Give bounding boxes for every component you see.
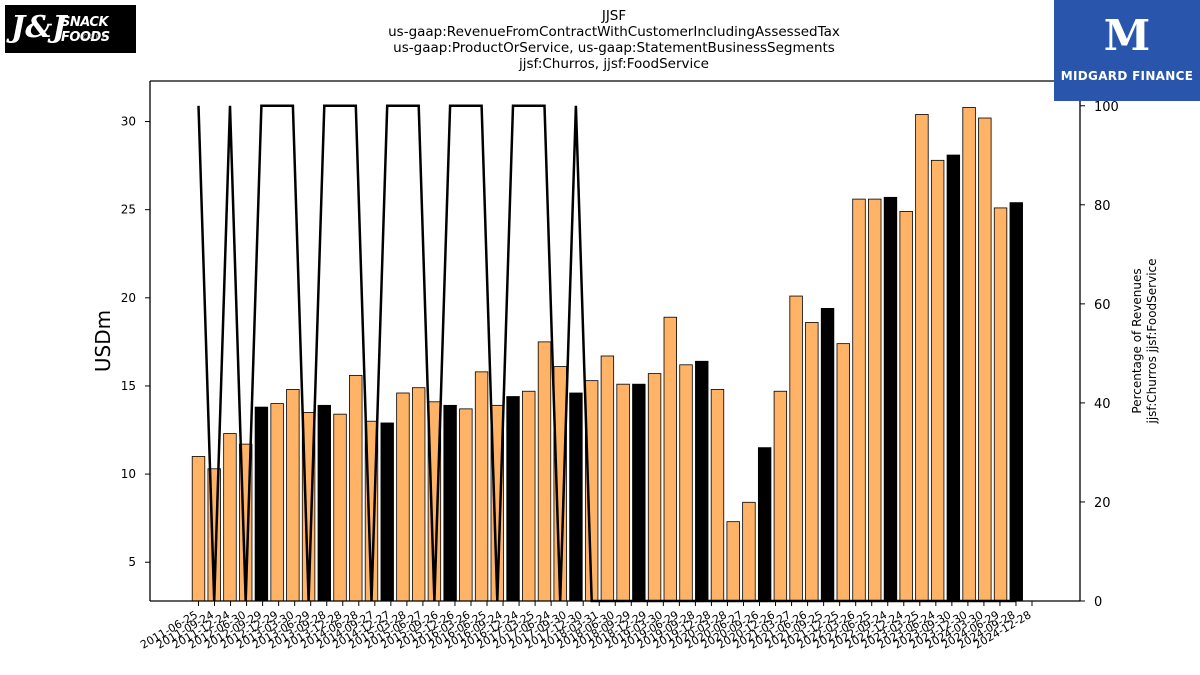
bar: [333, 413, 347, 602]
y2-tick-label: 80: [1094, 199, 1111, 214]
bar: [805, 322, 819, 602]
bar: [663, 316, 677, 602]
bar: [757, 447, 772, 602]
bar: [459, 408, 473, 602]
bar: [993, 207, 1008, 602]
logo-mark: M: [1103, 11, 1151, 60]
midgard-finance-logo: M MIDGARD FINANCE: [1054, 0, 1200, 101]
y-tick-label: 15: [121, 379, 136, 393]
y-tick-label: 20: [121, 291, 136, 305]
bar: [679, 364, 693, 602]
chart-title-line: JJSF: [601, 8, 626, 24]
y2-label-line: Percentage of Revenues: [1130, 268, 1144, 413]
y2-tick-label: 100: [1094, 100, 1119, 115]
chart-title-line: jjsf:Churros, jjsf:FoodService: [518, 56, 709, 72]
bar: [349, 374, 363, 602]
bar: [411, 387, 426, 602]
bar: [899, 211, 913, 602]
bar: [789, 295, 803, 602]
bar: [836, 343, 850, 602]
y-tick-label: 25: [121, 203, 136, 217]
bar: [726, 521, 740, 602]
chart-title: JJSFus-gaap:RevenueFromContractWithCusto…: [388, 8, 840, 72]
y2-tick-label: 20: [1094, 496, 1111, 511]
bar: [317, 404, 332, 602]
bar: [710, 389, 725, 602]
logo-text: SNACK FOODS: [61, 15, 110, 45]
bar: [1009, 202, 1023, 602]
bar: [522, 390, 536, 602]
bar: [443, 404, 457, 602]
right-y-axis-label: Percentage of Revenues jjsf:Churros jjsf:…: [1130, 258, 1159, 424]
axes: [149, 80, 1081, 602]
y-tick-label: 10: [121, 467, 136, 481]
bar: [600, 355, 615, 602]
bar: [742, 501, 756, 602]
bar: [946, 154, 961, 602]
bar: [647, 373, 662, 602]
y-tick-label: 30: [121, 115, 136, 129]
logo-mark: J&J: [11, 10, 67, 45]
bar: [930, 159, 945, 602]
chart-title-line: us-gaap:RevenueFromContractWithCustomerI…: [388, 24, 840, 40]
bar: [569, 392, 583, 602]
bar: [852, 198, 866, 602]
y-tick-label: 5: [128, 555, 136, 569]
bar: [773, 390, 788, 602]
left-y-axis-ticks: 5 10 15 20 25 30: [121, 115, 150, 569]
bar: [396, 392, 410, 602]
logo-text: MIDGARD FINANCE: [1060, 69, 1194, 83]
jj-snack-foods-logo: J&J SNACK FOODS CORP: [5, 5, 136, 53]
x-axis-ticks: 2011-06-252011-09-242011-12-242012-06-30…: [138, 601, 1034, 652]
bar: [915, 114, 929, 602]
bar: [506, 396, 520, 602]
y2-tick-label: 40: [1094, 397, 1111, 412]
bar: [191, 456, 206, 602]
bar: [883, 196, 898, 602]
right-y-axis-ticks: 0 20 40 60 80 100: [1080, 100, 1119, 610]
bar: [537, 341, 552, 602]
bar: [695, 360, 709, 602]
bar: [223, 433, 237, 602]
bar: [286, 389, 300, 602]
y2-tick-label: 60: [1094, 298, 1111, 313]
bar: [632, 383, 646, 602]
bar: [254, 406, 269, 602]
bar: [616, 383, 630, 602]
bar: [380, 422, 394, 602]
bar: [270, 403, 284, 602]
logo-subtext: CORP: [83, 34, 108, 41]
bar: [978, 117, 992, 602]
y-axis-label: USDm: [91, 310, 115, 372]
bar: [820, 307, 835, 602]
bar: [962, 107, 976, 602]
y2-tick-label: 0: [1094, 595, 1102, 610]
bar: [474, 371, 489, 602]
chart-title-line: us-gaap:ProductOrService, us-gaap:Statem…: [393, 40, 835, 56]
bar: [868, 198, 882, 602]
y2-label-line: jjsf:Churros jjsf:FoodService: [1145, 258, 1159, 424]
